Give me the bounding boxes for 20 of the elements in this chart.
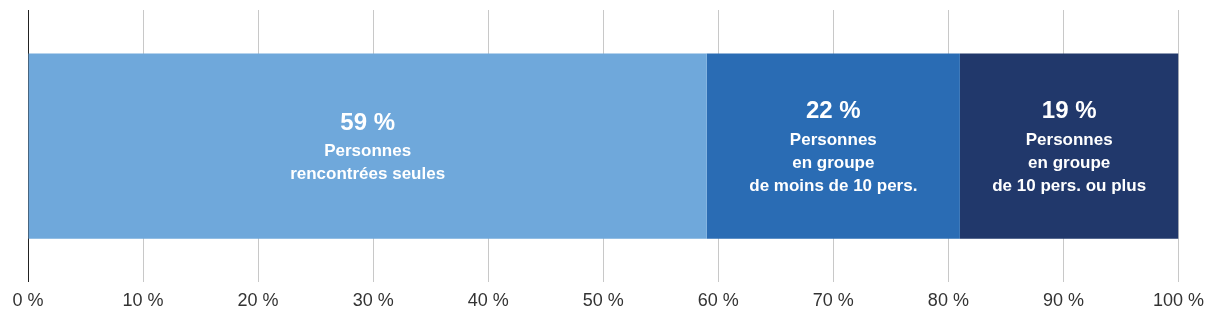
data-label: 59 % (340, 107, 395, 135)
x-tick-label: 30 % (352, 290, 394, 311)
bar (28, 53, 707, 239)
series-label: Personnes en groupe de 10 pers. ou plus (992, 129, 1147, 195)
x-tick-label: 60 % (697, 290, 739, 311)
x-tick-label: 50 % (582, 290, 624, 311)
series-label: Personnes rencontrées seules (290, 141, 446, 184)
bar (959, 53, 1179, 239)
data-label: 19 % (1041, 96, 1097, 124)
x-tick-label: 0 % (12, 290, 44, 311)
x-tick-label: 10 % (122, 290, 164, 311)
data-label: 22 % (805, 96, 861, 124)
x-tick-label: 20 % (237, 290, 279, 311)
series-label: Personnes en groupe de moins de 10 pers. (749, 129, 918, 195)
x-tick-label: 90 % (1042, 290, 1084, 311)
x-tick-label: 70 % (812, 290, 854, 311)
x-tick-label: 40 % (467, 290, 509, 311)
x-tick-label: 100 % (1152, 290, 1204, 311)
bar (706, 53, 960, 239)
x-tick-label: 80 % (927, 290, 969, 311)
